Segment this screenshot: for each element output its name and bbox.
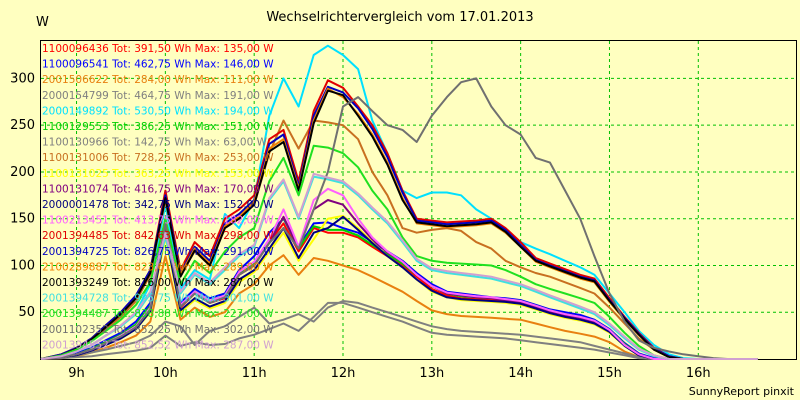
x-tick-label: 10h [153,366,178,381]
x-tick-label: 15h [597,366,622,381]
legend-entry-2: 1100096541 Tot: 462,75 Wh Max: 146,00 W [42,59,274,71]
y-tick-label: 200 [10,165,35,180]
grid [41,41,796,359]
legend-entry-12: 1100213451 Tot: 413,75 Wh Max: 182,00 W [42,215,274,227]
y-tick-label: 100 [10,258,35,273]
y-tick-label: 50 [18,305,35,320]
legend-entry-5: 2000149892 Tot: 530,50 Wh Max: 194,00 W [42,105,274,117]
series-line-19 [40,77,758,360]
legend-entry-8: 1100131006 Tot: 728,25 Wh Max: 253,00 W [42,152,274,164]
legend-entry-3: 2001506622 Tot: 284,00 Wh Max: 111,00 W [42,74,274,86]
series-line-16 [40,89,758,360]
legend-entry-9: 1100131025 Tot: 363,25 Wh Max: 153,00 W [42,168,274,180]
legend-entry-18: 2001394487 Tot: 838,88 Wh Max: 227,00 W [42,308,274,320]
chart-title: Wechselrichtervergleich vom 17.01.2013 [266,10,534,25]
legend-entry-15: 2100289887 Tot: 823,61 Wh Max: 289,00 W [42,261,274,273]
legend-entry-13: 2001394485 Tot: 842,63 Wh Max: 298,00 W [42,230,274,242]
legend-entry-1: 1100096436 Tot: 391,50 Wh Max: 135,00 W [42,43,274,55]
legend-entry-16: 2001393249 Tot: 816,00 Wh Max: 287,00 W [42,277,274,289]
x-tick-label: 11h [242,366,267,381]
series-line-20 [40,172,758,360]
legend-entry-19: 2001102352 Tot: 852,25 Wh Max: 302,00 W [42,324,274,336]
series-lines [40,44,758,360]
x-tick-label: 9h [68,366,85,381]
x-tick-label: 14h [508,366,533,381]
legend-entry-17: 2001394728 Tot: 995,75 Wh Max: 301,00 W [42,293,274,305]
x-tick-label: 16h [686,366,711,381]
footer-credit: SunnyReport pinxit [688,385,794,398]
legend-entry-11: 2000001478 Tot: 342,75 Wh Max: 152,00 W [42,199,274,211]
y-tick-label: 300 [10,71,35,86]
series-line-7 [40,301,758,360]
legend-entry-4: 2000154799 Tot: 464,75 Wh Max: 191,00 W [42,90,274,102]
x-tick-label: 13h [419,366,444,381]
ticks: 9h 10h 11h 12h 13h 14h 15h 16h 50 100 150 200 250 300 [10,71,711,381]
legend-entry-6: 1100129553 Tot: 386,25 Wh Max: 151,00 W [42,121,274,133]
y-tick-label: 150 [10,212,35,227]
legend-entry-20: 2001394552 Tot: 852,52 Wh Max: 287,00 W [42,339,274,351]
y-axis-label: W [36,15,49,30]
series-line-18 [40,144,758,360]
legend: 1100096436 Tot: 391,50 Wh Max: 135,00 W 1… [42,43,274,351]
x-tick-label: 12h [331,366,356,381]
y-tick-label: 250 [10,118,35,133]
legend-entry-7: 1100130966 Tot: 142,75 Wh Max: 63,00 W [42,137,268,149]
legend-entry-10: 1100131074 Tot: 416,75 Wh Max: 170,00 W [42,183,274,195]
legend-entry-14: 2001394725 Tot: 826,75 Wh Max: 291,00 W [42,246,274,258]
